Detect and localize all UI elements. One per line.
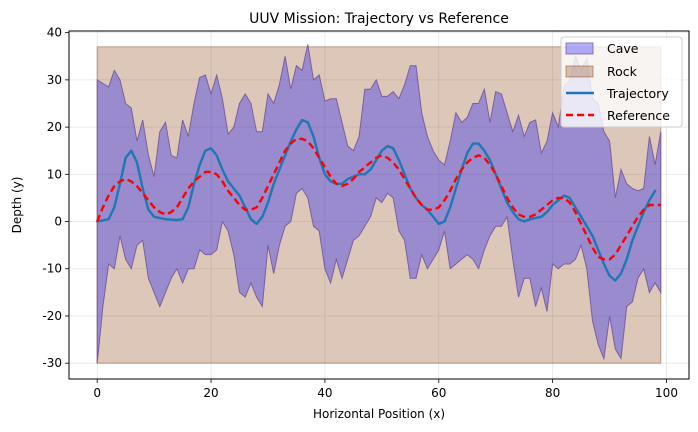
- reference-line: [96, 137, 661, 261]
- y-tick-label: 10: [47, 167, 62, 181]
- y-tick-label: 40: [47, 26, 62, 40]
- y-tick-label: 30: [47, 73, 62, 87]
- legend-label-reference: Reference: [607, 108, 670, 123]
- x-axis-title: Horizontal Position (x): [313, 407, 445, 421]
- cave-region: [96, 44, 662, 364]
- legend-swatch-rock: [565, 65, 594, 78]
- legend-swatch-cave: [565, 42, 594, 55]
- y-tick-label: 0: [54, 215, 62, 229]
- y-tick-label: -10: [42, 262, 62, 276]
- y-axis-title: Depth (y): [10, 177, 24, 234]
- y-tick-label: 20: [47, 120, 62, 134]
- legend-label-cave: Cave: [607, 41, 639, 56]
- plot-frame: [68, 30, 690, 380]
- legend-label-rock: Rock: [607, 64, 638, 79]
- legend: Cave Rock Trajectory Reference: [560, 36, 683, 128]
- legend-box: [560, 36, 683, 128]
- x-tick-label: 60: [431, 386, 446, 400]
- y-tick-label: -30: [42, 356, 62, 370]
- x-tick-label: 80: [545, 386, 560, 400]
- x-tick-label: 0: [93, 386, 101, 400]
- x-axis: 0 20 40 60 80 100: [93, 379, 678, 400]
- chart-title: UUV Mission: Trajectory vs Reference: [249, 11, 509, 27]
- trajectory-line: [96, 118, 657, 282]
- x-tick-label: 40: [317, 386, 332, 400]
- legend-label-trajectory: Trajectory: [606, 86, 669, 101]
- y-axis: -30 -20 -10 0 10 20 30 40: [42, 26, 69, 370]
- y-tick-label: -20: [42, 309, 62, 323]
- x-tick-label: 100: [655, 386, 678, 400]
- x-tick-label: 20: [203, 386, 218, 400]
